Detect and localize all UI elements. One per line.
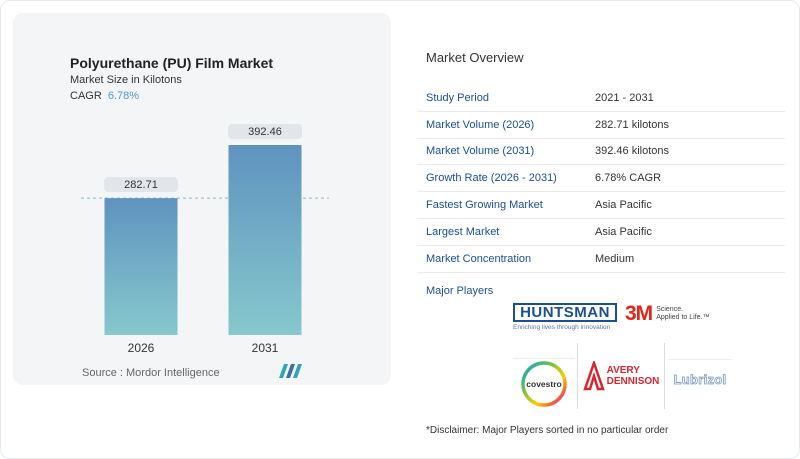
huntsman-name: HUNTSMAN	[520, 304, 610, 321]
cagr-line: CAGR 6.78%	[70, 90, 139, 102]
overview-table: Study Period 2021 - 2031 Market Volume (…	[417, 85, 785, 273]
huntsman-logo: HUNTSMAN Enriching lives through innovat…	[513, 299, 621, 335]
overview-label: Largest Market	[426, 225, 500, 238]
overview-row: Market Volume (2026) 282.71 kilotons	[417, 112, 785, 139]
overview-row: Study Period 2021 - 2031	[417, 85, 785, 112]
source-text: Source : Mordor Intelligence	[82, 367, 220, 379]
data-label-bg	[104, 177, 178, 193]
avery-dennison-logo: AVERY DENNISON	[577, 343, 665, 409]
huntsman-tagline: Enriching lives through innovation	[513, 324, 611, 331]
overview-value: 392.46 kilotons	[595, 145, 669, 158]
3m-tagline-line-1: Science.	[656, 306, 684, 313]
overview-value: Medium	[595, 252, 635, 265]
avery-dennison-mark-icon	[582, 361, 605, 391]
data-label-bg	[228, 124, 302, 139]
overview-label: Market Volume (2031)	[426, 145, 535, 158]
overview-label: Market Concentration	[426, 252, 532, 265]
3m-tagline-line-2: Applied to Life.™	[656, 314, 710, 321]
overview-label: Growth Rate (2026 - 2031)	[426, 172, 557, 185]
overview-value: 2021 - 2031	[595, 91, 654, 104]
lubrizol-logo: Lubrizol	[668, 359, 732, 399]
data-label: 392.46	[248, 126, 282, 138]
mordor-intelligence-logo-icon	[279, 364, 302, 378]
overview-title: Market Overview	[426, 50, 524, 65]
huntsman-wordmark: HUNTSMAN	[513, 303, 617, 322]
overview-value: 282.71 kilotons	[595, 118, 669, 131]
avery-name-line-1: AVERY	[606, 365, 640, 376]
avery-name-line-2: DENNISON	[606, 376, 660, 387]
overview-row: Market Volume (2031) 392.46 kilotons	[417, 139, 785, 166]
major-players-label: Major Players	[426, 285, 494, 297]
chart-title: Polyurethane (PU) Film Market	[70, 55, 274, 71]
bar-2026	[104, 198, 178, 335]
overview-label: Fastest Growing Market	[426, 199, 543, 212]
covestro-name: covestro	[526, 379, 561, 389]
overview-row: Largest Market Asia Pacific	[417, 219, 785, 246]
cagr-value: 6.78%	[107, 90, 140, 102]
chart-card	[13, 13, 391, 385]
overview-row: Growth Rate (2026 - 2031) 6.78% CAGR	[417, 165, 785, 193]
lubrizol-name: Lubrizol	[673, 372, 727, 388]
x-tick-label: 2031	[252, 341, 279, 355]
disclaimer-text: *Disclaimer: Major Players sorted in no …	[426, 425, 669, 436]
data-label: 282.71	[124, 179, 158, 191]
overview-value: Asia Pacific	[595, 199, 652, 212]
3m-logo: 3M Science. Applied to Life.™	[625, 301, 735, 327]
overview-value: Asia Pacific	[595, 225, 652, 238]
overview-row: Fastest Growing Market Asia Pacific	[417, 192, 785, 219]
x-tick-label: 2026	[128, 341, 155, 355]
bar-2031	[228, 145, 302, 335]
covestro-logo: covestro	[513, 358, 575, 408]
overview-row: Market Concentration Medium	[417, 246, 785, 273]
cagr-label: CAGR	[70, 90, 102, 102]
3m-name: 3M	[625, 302, 653, 325]
overview-label: Study Period	[426, 91, 489, 104]
bar-chart: 282.71 2026 392.46 2031	[81, 124, 329, 355]
covestro-circle-icon: covestro	[521, 360, 567, 407]
overview-label: Market Volume (2026)	[426, 118, 535, 131]
overview-value: 6.78% CAGR	[595, 172, 662, 185]
chart-subtitle: Market Size in Kilotons	[70, 74, 182, 86]
